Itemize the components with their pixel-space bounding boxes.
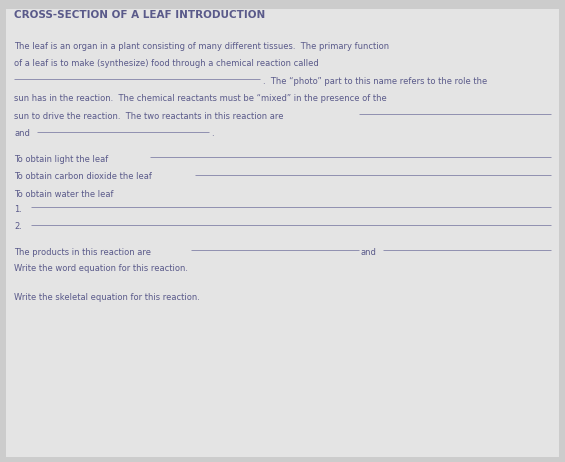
Text: sun to drive the reaction.  The two reactants in this reaction are: sun to drive the reaction. The two react… (14, 112, 284, 121)
Text: of a leaf is to make (synthesize) food through a chemical reaction called: of a leaf is to make (synthesize) food t… (14, 59, 319, 68)
Text: 2.: 2. (14, 222, 22, 231)
Text: and: and (360, 248, 376, 257)
Text: To obtain water the leaf: To obtain water the leaf (14, 190, 114, 199)
Text: To obtain carbon dioxide the leaf: To obtain carbon dioxide the leaf (14, 172, 152, 181)
Text: To obtain light the leaf: To obtain light the leaf (14, 155, 108, 164)
Text: CROSS-SECTION OF A LEAF INTRODUCTION: CROSS-SECTION OF A LEAF INTRODUCTION (14, 10, 266, 20)
Text: .: . (211, 129, 214, 138)
Text: Write the skeletal equation for this reaction.: Write the skeletal equation for this rea… (14, 293, 200, 303)
FancyBboxPatch shape (6, 9, 559, 457)
Text: Write the word equation for this reaction.: Write the word equation for this reactio… (14, 264, 188, 273)
Text: and: and (14, 129, 30, 138)
Text: .  The “photo” part to this name refers to the role the: . The “photo” part to this name refers t… (263, 77, 487, 85)
Text: 1.: 1. (14, 205, 22, 214)
Text: sun has in the reaction.  The chemical reactants must be “mixed” in the presence: sun has in the reaction. The chemical re… (14, 94, 387, 103)
Text: The products in this reaction are: The products in this reaction are (14, 248, 151, 257)
Text: The leaf is an organ in a plant consisting of many different tissues.  The prima: The leaf is an organ in a plant consisti… (14, 42, 389, 50)
